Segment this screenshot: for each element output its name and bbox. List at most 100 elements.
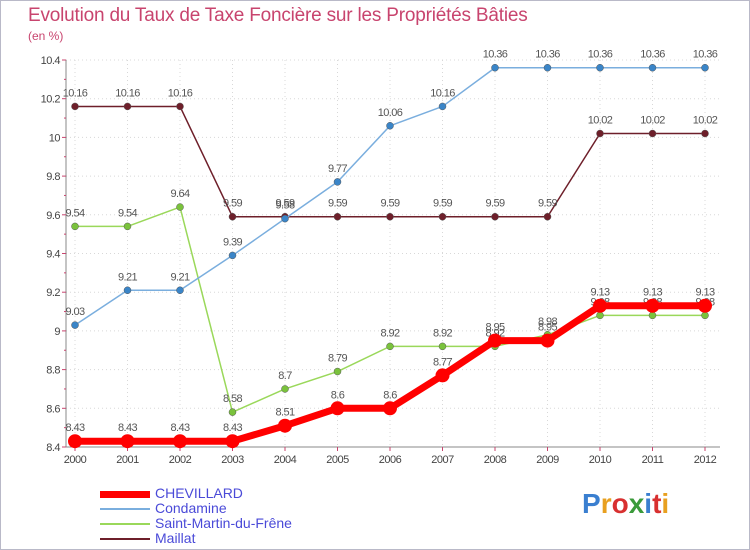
data-point bbox=[596, 311, 604, 320]
data-point bbox=[123, 286, 132, 295]
x-tick-label: 2000 bbox=[64, 454, 87, 466]
data-label: 9.21 bbox=[170, 271, 189, 283]
data-point bbox=[648, 129, 657, 138]
data-point bbox=[71, 321, 79, 329]
data-label: 10.16 bbox=[430, 87, 455, 99]
x-tick-label: 2002 bbox=[169, 454, 192, 466]
data-point bbox=[596, 129, 604, 138]
data-point bbox=[173, 434, 187, 449]
legend-label: Condamine bbox=[155, 500, 227, 516]
data-point bbox=[593, 298, 607, 313]
y-tick-label: 10 bbox=[49, 132, 61, 144]
data-label: 9.59 bbox=[223, 198, 242, 210]
data-point bbox=[176, 203, 184, 211]
data-label: 8.43 bbox=[118, 422, 137, 434]
data-label: 9.59 bbox=[433, 198, 452, 210]
data-label: 9.13 bbox=[695, 287, 714, 299]
legend-label: CHEVILLARD bbox=[155, 485, 243, 501]
legend-swatch bbox=[100, 538, 150, 540]
data-label: 10.02 bbox=[588, 115, 613, 127]
series-maillat: 10.16 10.16 10.169.59 9.59 9.59 9.59 9.59 9.59 9… bbox=[63, 87, 718, 221]
data-point bbox=[701, 63, 709, 72]
data-point bbox=[435, 368, 450, 383]
data-label: 10.16 bbox=[168, 87, 193, 99]
data-label: 9.13 bbox=[590, 287, 609, 299]
data-label: 10.02 bbox=[693, 115, 718, 127]
data-label: 10.36 bbox=[640, 49, 665, 61]
data-point bbox=[176, 102, 184, 111]
data-point bbox=[281, 385, 289, 393]
data-point bbox=[281, 214, 289, 223]
data-point bbox=[71, 222, 79, 231]
data-point bbox=[386, 122, 394, 130]
data-point bbox=[438, 102, 447, 111]
legend-swatch bbox=[100, 490, 150, 498]
data-point bbox=[228, 251, 237, 260]
x-tick-label: 2008 bbox=[484, 454, 507, 466]
data-label: 10.16 bbox=[115, 87, 140, 99]
x-tick-label: 2011 bbox=[642, 454, 664, 466]
data-label: 8.77 bbox=[433, 356, 452, 368]
y-tick-label: 8.6 bbox=[46, 403, 60, 415]
logo-letter: r bbox=[600, 488, 612, 519]
data-point bbox=[491, 63, 499, 72]
y-tick-label: 9 bbox=[54, 326, 60, 338]
legend-swatch bbox=[100, 523, 150, 525]
data-point bbox=[330, 401, 345, 416]
chart-title: Evolution du Taux de Taxe Foncière sur l… bbox=[28, 5, 528, 26]
data-point bbox=[491, 212, 499, 221]
data-label: 8.95 bbox=[485, 322, 504, 334]
data-label: 8.7 bbox=[278, 370, 292, 382]
series-chevillard: 8.43 8.43 8.43 8.43 8.51 8.6 8.6 8.77 8.95 8.95 9.… bbox=[65, 287, 716, 449]
x-tick-label: 2001 bbox=[116, 454, 139, 466]
data-point bbox=[68, 434, 82, 449]
data-point bbox=[438, 342, 447, 351]
x-tick-label: 2003 bbox=[221, 454, 244, 466]
x-tick-label: 2004 bbox=[274, 454, 297, 466]
data-label: 8.92 bbox=[380, 327, 399, 339]
data-label: 10.36 bbox=[588, 49, 613, 61]
data-point bbox=[333, 367, 342, 376]
logo-letter: i bbox=[644, 488, 653, 519]
data-label: 8.58 bbox=[223, 393, 242, 405]
chart-subtitle: (en %) bbox=[28, 29, 64, 43]
data-point bbox=[698, 298, 712, 313]
data-point bbox=[543, 63, 552, 72]
data-label: 8.43 bbox=[65, 422, 84, 434]
proxiti-logo: Proxiti bbox=[582, 488, 669, 520]
data-label: 10.36 bbox=[483, 49, 508, 61]
y-tick-label: 9.8 bbox=[46, 171, 60, 183]
data-label: 9.54 bbox=[118, 207, 137, 219]
legend-label: Saint-Martin-du-Frêne bbox=[155, 515, 292, 531]
data-point bbox=[596, 63, 604, 72]
logo-letter: P bbox=[582, 488, 601, 519]
logo-letter: i bbox=[661, 488, 670, 519]
data-label: 8.43 bbox=[170, 422, 189, 434]
data-point bbox=[383, 401, 397, 416]
data-label: 8.95 bbox=[538, 322, 557, 334]
y-tick-label: 9.6 bbox=[46, 210, 60, 222]
data-point bbox=[278, 418, 292, 433]
legend-label: Maillat bbox=[155, 530, 196, 546]
data-label: 8.6 bbox=[383, 389, 397, 401]
data-label: 9.58 bbox=[275, 200, 294, 212]
data-label: 8.43 bbox=[223, 422, 242, 434]
data-point bbox=[438, 212, 447, 221]
data-label: 9.59 bbox=[538, 198, 557, 210]
data-label: 9.03 bbox=[65, 306, 84, 318]
logo-letter: x bbox=[628, 488, 645, 519]
data-label: 9.77 bbox=[328, 163, 347, 175]
data-point bbox=[386, 212, 394, 221]
data-label: 8.98 bbox=[538, 316, 557, 328]
data-label: 9.59 bbox=[328, 198, 347, 210]
data-point bbox=[228, 408, 237, 416]
data-label: 8.51 bbox=[275, 407, 294, 419]
data-label: 9.59 bbox=[380, 198, 399, 210]
data-label: 9.39 bbox=[223, 236, 242, 248]
data-point bbox=[176, 286, 184, 295]
data-point bbox=[488, 333, 502, 348]
data-point bbox=[386, 342, 394, 351]
data-label: 10.36 bbox=[535, 49, 560, 61]
x-tick-label: 2005 bbox=[326, 454, 349, 466]
